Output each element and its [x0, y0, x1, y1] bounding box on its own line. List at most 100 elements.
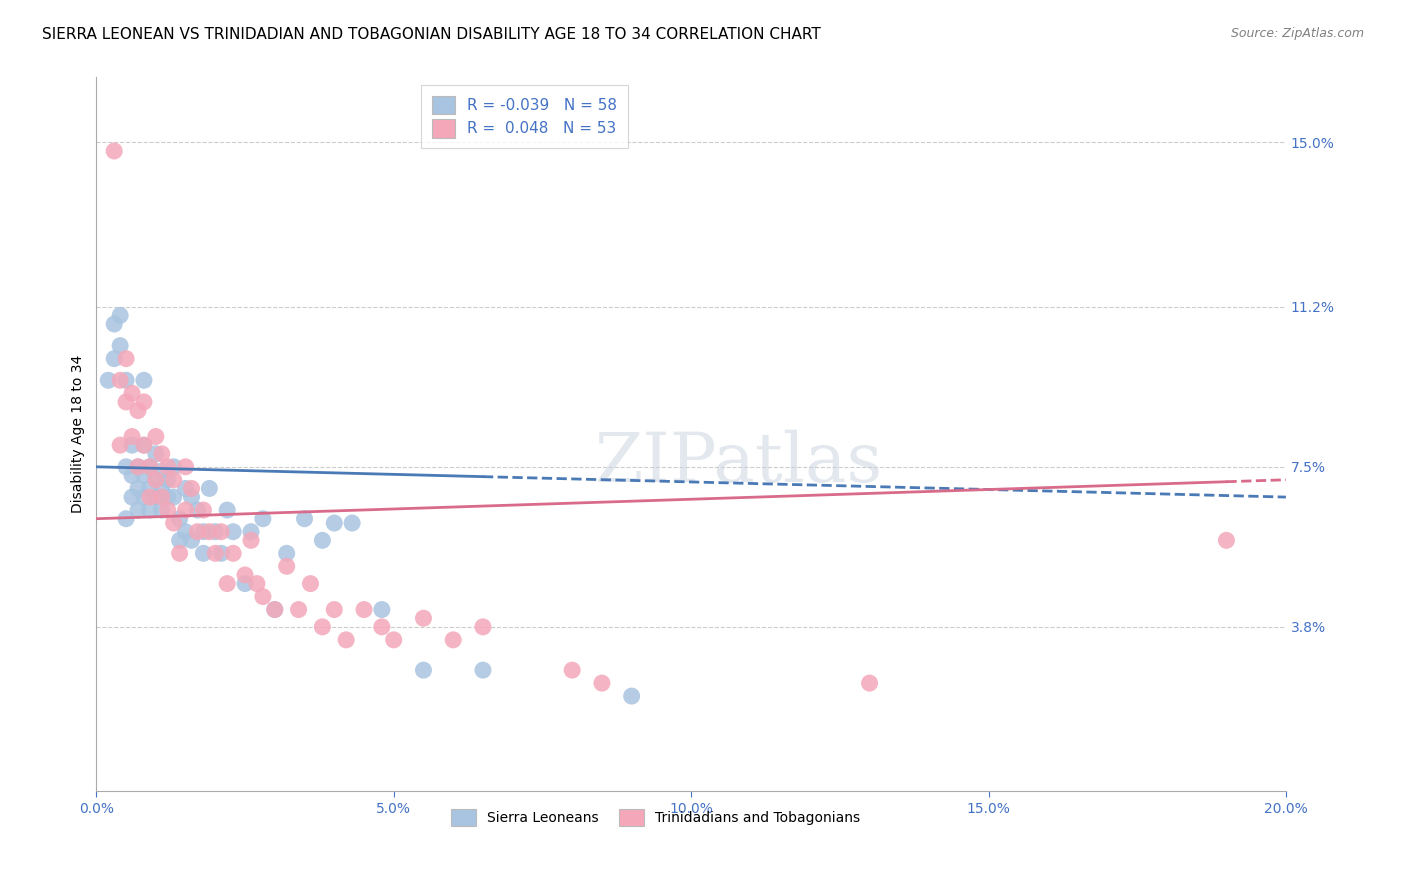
Point [180, 490, 202, 504]
Point [471, 663, 494, 677]
Point [294, 512, 316, 526]
Point [139, 503, 162, 517]
Point [132, 438, 155, 452]
Point [150, 482, 173, 496]
Point [115, 373, 138, 387]
Point [263, 602, 285, 616]
Point [209, 546, 232, 560]
Point [145, 490, 167, 504]
Point [121, 429, 143, 443]
Point [222, 546, 245, 560]
Point [299, 576, 322, 591]
Point [163, 473, 186, 487]
Point [132, 468, 155, 483]
Point [145, 429, 167, 443]
Point [139, 482, 162, 496]
Point [127, 403, 149, 417]
Point [217, 576, 239, 591]
Point [174, 482, 197, 496]
Point [858, 676, 880, 690]
Point [198, 524, 221, 539]
Point [174, 503, 197, 517]
Point [441, 632, 464, 647]
Point [139, 490, 162, 504]
Point [471, 620, 494, 634]
Point [145, 473, 167, 487]
Legend: Sierra Leoneans, Trinidadians and Tobagonians: Sierra Leoneans, Trinidadians and Tobago… [443, 801, 869, 834]
Point [591, 676, 613, 690]
Point [371, 602, 394, 616]
Text: SIERRA LEONEAN VS TRINIDADIAN AND TOBAGONIAN DISABILITY AGE 18 TO 34 CORRELATION: SIERRA LEONEAN VS TRINIDADIAN AND TOBAGO… [42, 27, 821, 42]
Point [174, 524, 197, 539]
Point [145, 447, 167, 461]
Point [180, 533, 202, 548]
Point [108, 339, 131, 353]
Point [132, 490, 155, 504]
Point [103, 317, 125, 331]
Point [156, 503, 179, 517]
Point [115, 512, 138, 526]
Point [127, 459, 149, 474]
Point [150, 447, 173, 461]
Point [287, 602, 309, 616]
Point [335, 632, 357, 647]
Point [412, 663, 434, 677]
Point [169, 546, 191, 560]
Point [150, 490, 173, 504]
Point [169, 512, 191, 526]
Point [222, 524, 245, 539]
Point [233, 568, 256, 582]
Point [169, 533, 191, 548]
Point [163, 459, 186, 474]
Point [108, 438, 131, 452]
Point [150, 503, 173, 517]
Point [121, 386, 143, 401]
Point [323, 602, 346, 616]
Point [103, 351, 125, 366]
Point [163, 516, 186, 530]
Point [311, 620, 333, 634]
Point [323, 516, 346, 530]
Point [209, 524, 232, 539]
Point [115, 395, 138, 409]
Point [132, 395, 155, 409]
Point [145, 473, 167, 487]
Point [121, 468, 143, 483]
Point [412, 611, 434, 625]
Point [121, 438, 143, 452]
Point [186, 524, 208, 539]
Point [353, 602, 375, 616]
Point [108, 373, 131, 387]
Point [340, 516, 363, 530]
Point [156, 473, 179, 487]
Point [163, 490, 186, 504]
Point [174, 459, 197, 474]
Point [186, 503, 208, 517]
Point [108, 309, 131, 323]
Point [103, 144, 125, 158]
Point [252, 590, 274, 604]
Point [139, 459, 162, 474]
Point [127, 503, 149, 517]
Point [115, 351, 138, 366]
Point [156, 459, 179, 474]
Y-axis label: Disability Age 18 to 34: Disability Age 18 to 34 [72, 355, 86, 514]
Point [561, 663, 583, 677]
Point [204, 524, 226, 539]
Point [127, 482, 149, 496]
Text: ZIPatlas: ZIPatlas [595, 430, 883, 496]
Point [217, 503, 239, 517]
Point [1215, 533, 1237, 548]
Point [97, 373, 120, 387]
Point [139, 459, 162, 474]
Point [180, 482, 202, 496]
Point [156, 490, 179, 504]
Point [276, 559, 298, 574]
Point [121, 490, 143, 504]
Point [127, 459, 149, 474]
Point [240, 524, 263, 539]
Point [193, 503, 215, 517]
Point [150, 464, 173, 478]
Point [233, 576, 256, 591]
Text: Source: ZipAtlas.com: Source: ZipAtlas.com [1230, 27, 1364, 40]
